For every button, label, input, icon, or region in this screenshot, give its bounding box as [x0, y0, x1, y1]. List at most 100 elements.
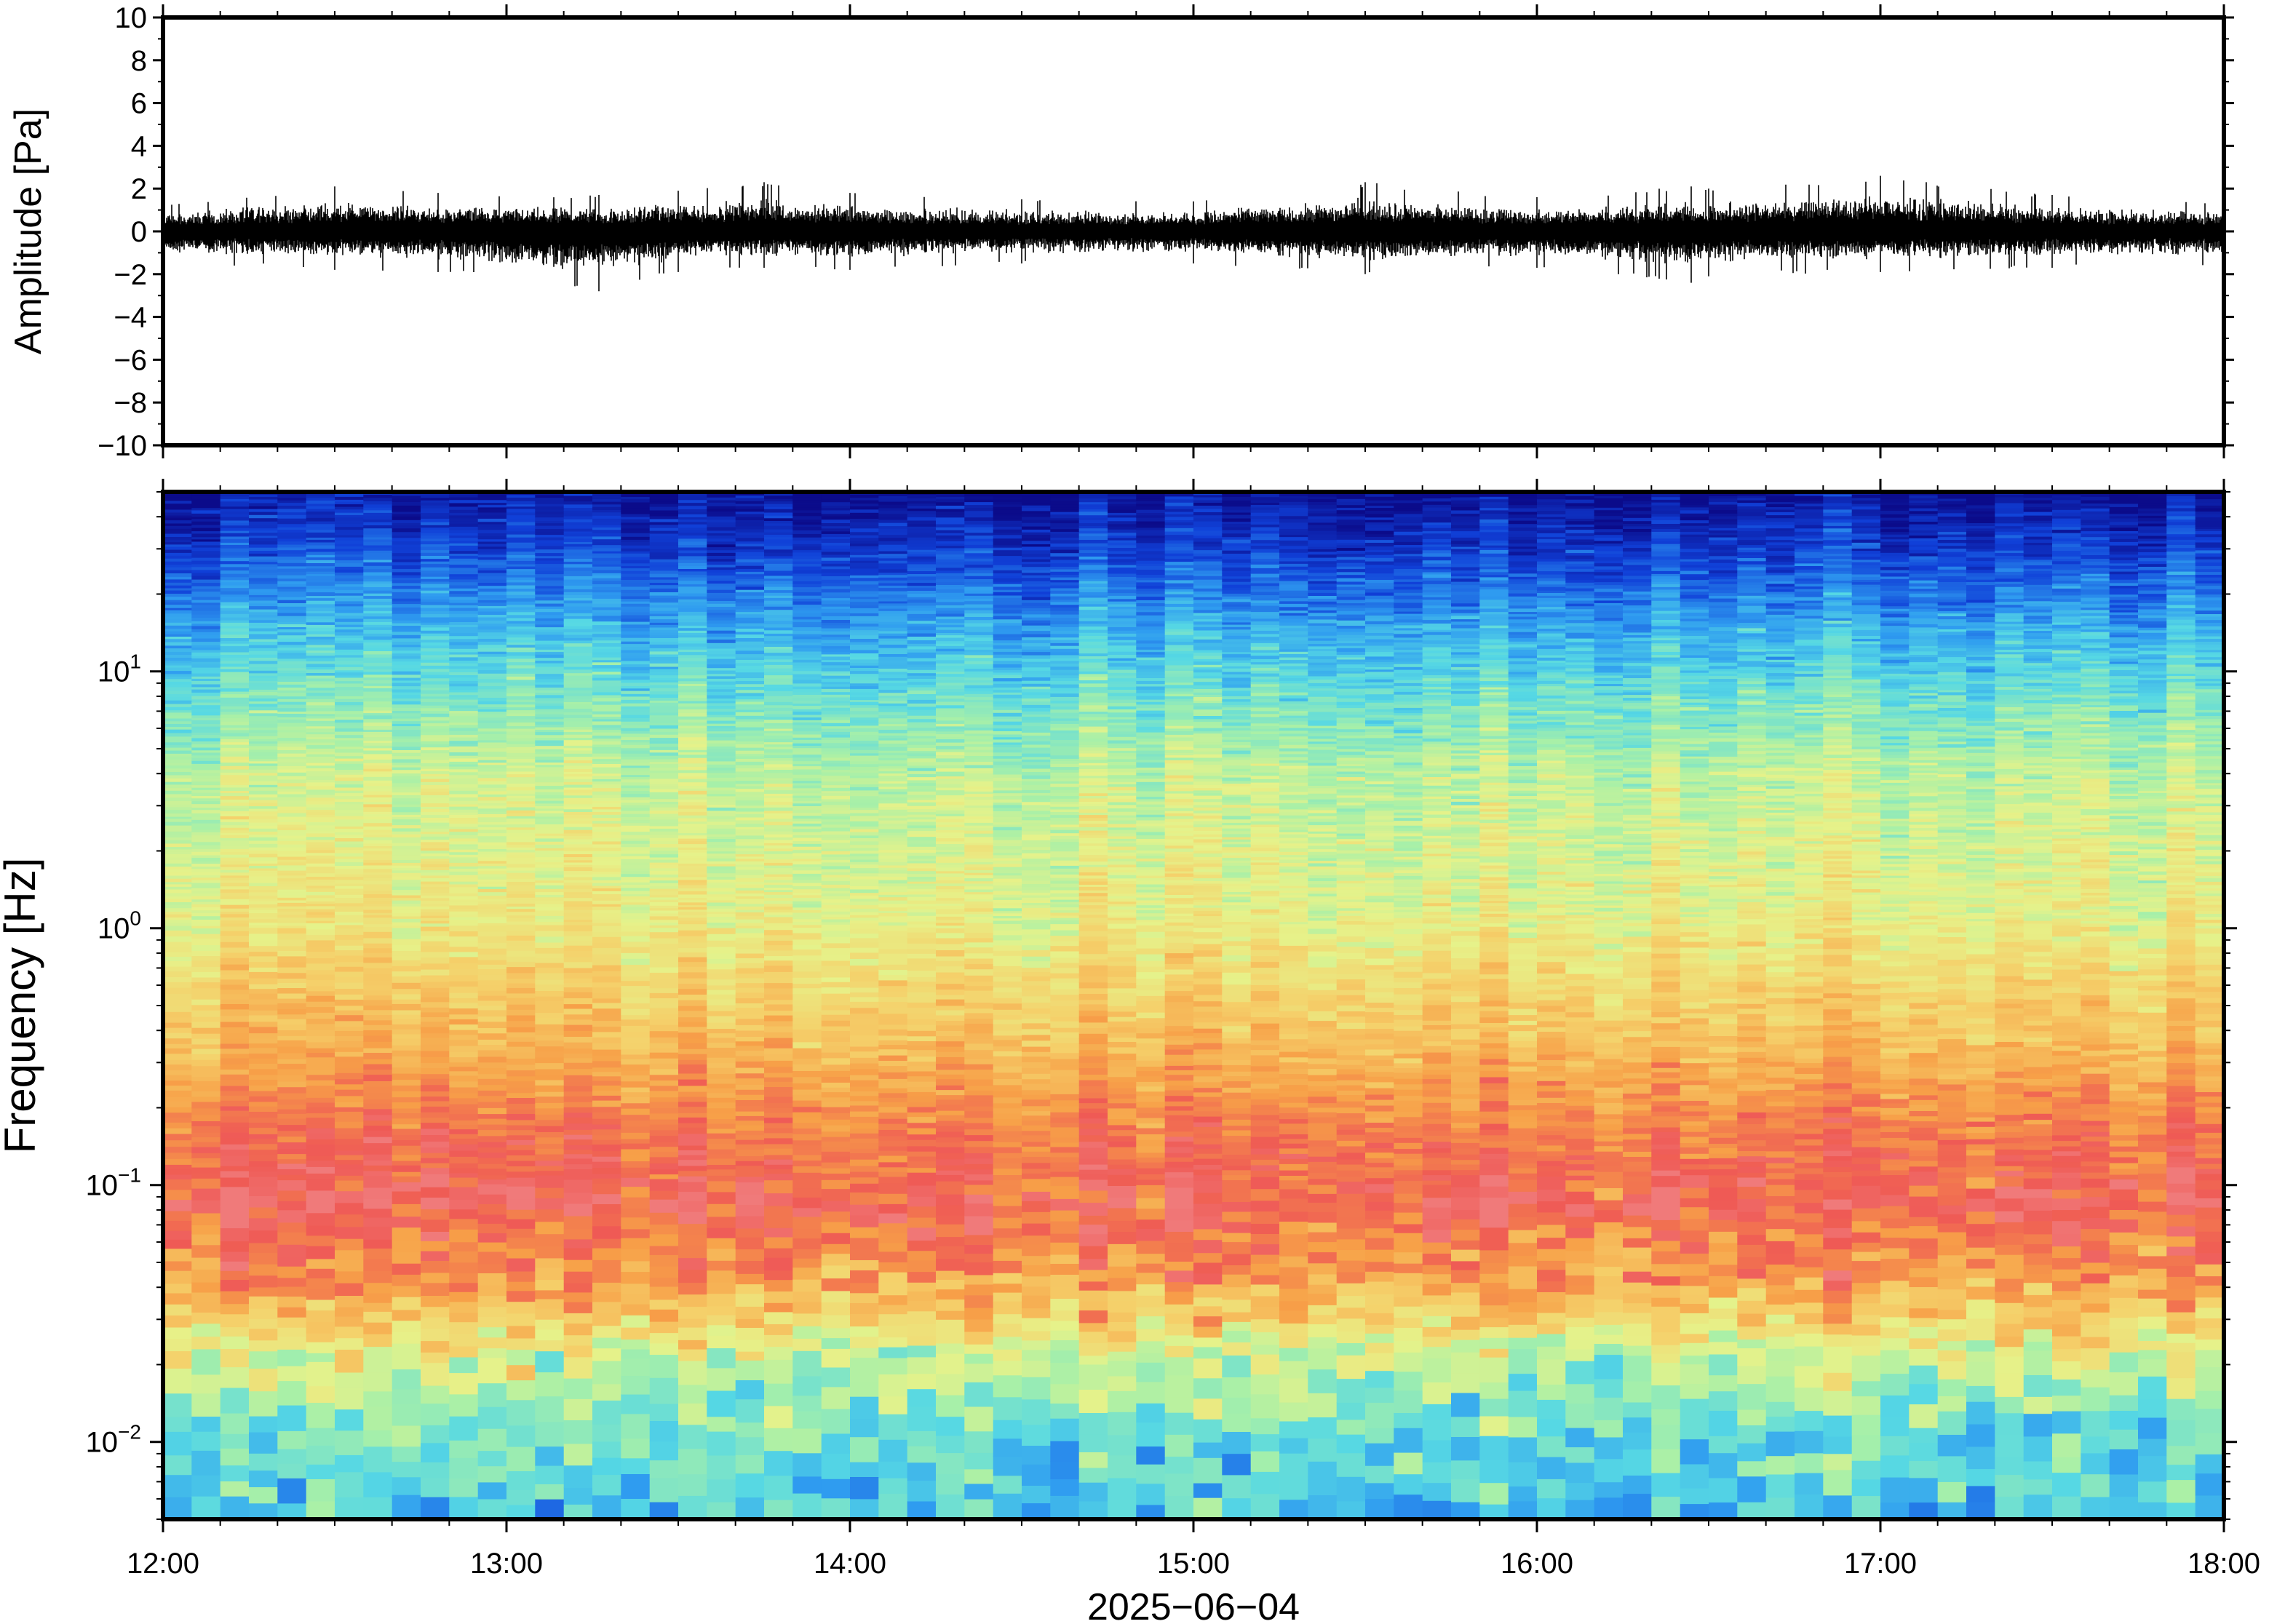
spectrogram-cell — [592, 1400, 622, 1425]
spectrogram-cell — [249, 895, 279, 899]
spectrogram-cell — [449, 1346, 479, 1358]
spectrogram-cell — [191, 1054, 221, 1060]
spectrogram-cell — [191, 752, 221, 756]
spectrogram-cell — [506, 570, 536, 576]
spectrogram-cell — [363, 722, 393, 726]
spectrogram-cell — [477, 1450, 507, 1467]
spectrogram-cell — [392, 733, 421, 737]
spectrogram-cell — [678, 966, 708, 973]
spectrogram-cell — [306, 1006, 335, 1013]
spectrogram-cell — [163, 1179, 193, 1190]
spectrogram-cell — [707, 838, 736, 843]
spectrogram-cell — [449, 800, 479, 805]
spectrogram-cell — [249, 718, 279, 722]
spectrogram-cell — [707, 746, 736, 749]
spectrogram-cell — [163, 1128, 193, 1134]
spectrogram-cell — [477, 803, 507, 806]
spectrogram-cell — [678, 1282, 708, 1295]
spectrogram-cell — [191, 919, 221, 923]
spectrogram-cell — [592, 1090, 622, 1096]
spectrogram-cell — [421, 728, 450, 733]
spectrogram-cell — [220, 792, 250, 797]
spectrogram-cell — [506, 1446, 536, 1471]
spectrogram-cell — [335, 605, 365, 610]
spectrogram-cell — [220, 819, 250, 822]
spectrogram-cell — [335, 634, 365, 638]
spectrogram-cell — [449, 817, 479, 821]
spectrogram-cell — [563, 680, 593, 685]
spectrogram-cell — [592, 767, 622, 771]
spectrogram-cell — [449, 632, 479, 637]
spectrogram-cell — [707, 686, 736, 690]
spectrogram-cell — [306, 657, 335, 661]
spectrogram-cell — [421, 833, 450, 837]
spectrogram-cell — [535, 1160, 565, 1166]
spectrogram-cell — [621, 1228, 651, 1238]
spectrogram-cell — [649, 541, 679, 546]
spectrogram-cell — [678, 1000, 708, 1006]
spectrogram-cell — [363, 550, 393, 553]
spectrogram-cell — [421, 877, 450, 882]
spectrogram-cell — [191, 560, 221, 565]
spectrogram-cell — [191, 861, 221, 864]
spectrogram-cell — [621, 756, 651, 760]
spectrogram-cell — [506, 931, 536, 936]
spectrogram-cell — [735, 794, 765, 797]
spectrogram-cell — [563, 512, 593, 517]
spectrogram-cell — [678, 1022, 708, 1027]
spectrogram-cell — [506, 797, 536, 802]
spectrogram-cell — [277, 497, 307, 501]
waveform-y-tick-label: 2 — [131, 173, 147, 205]
spectrogram-cell — [277, 597, 307, 600]
spectrogram-cell — [535, 953, 565, 958]
spectrogram-cell — [707, 1143, 736, 1150]
spectrogram-cell — [335, 803, 365, 808]
spectrogram-cell — [535, 1246, 565, 1259]
spectrogram-cell — [506, 1470, 536, 1490]
spectrogram-cell — [335, 581, 365, 585]
spectrogram-cell — [506, 818, 536, 822]
spectrogram-cell — [249, 535, 279, 538]
spectrogram-cell — [191, 885, 221, 888]
spectrogram-cell — [306, 595, 335, 599]
spectrogram-cell — [163, 834, 193, 837]
spectrogram-cell — [707, 876, 736, 880]
spectrogram-cell — [335, 760, 365, 764]
spectrogram-cell — [764, 1066, 794, 1073]
spectrogram-cell — [735, 838, 765, 843]
spectrogram-cell — [535, 781, 565, 787]
spectrogram-cell — [506, 950, 536, 957]
spectrogram-cell — [535, 909, 565, 913]
spectrogram-cell — [621, 589, 651, 593]
spectrogram-cell — [220, 984, 250, 990]
spectrogram-cell — [449, 573, 479, 577]
spectrogram-cell — [535, 859, 565, 863]
spectrogram-cell — [163, 917, 193, 920]
spectrogram-cell — [563, 1443, 593, 1466]
spectrogram-cell — [764, 919, 794, 923]
spectrogram-cell — [563, 1048, 593, 1054]
spectrogram-cell — [191, 732, 221, 736]
spectrogram-cell — [707, 642, 736, 647]
spectrogram-cell — [421, 1021, 450, 1027]
spectrogram-cell — [306, 675, 335, 679]
spectrogram-cell — [477, 1233, 507, 1243]
spectrogram-cell — [477, 1273, 507, 1286]
spectrogram-cell — [621, 618, 651, 622]
spectrogram-cell — [477, 533, 507, 537]
spectrogram-cell — [707, 506, 736, 509]
spectrogram-cell — [277, 880, 307, 884]
spectrogram-cell — [277, 678, 307, 682]
spectrogram-cell — [191, 596, 221, 600]
spectrogram-cell — [363, 671, 393, 675]
spectrogram-cell — [764, 624, 794, 628]
spectrogram-cell — [277, 644, 307, 648]
spectrogram-cell — [506, 620, 536, 624]
spectrogram-cell — [191, 607, 221, 611]
spectrogram-cell — [249, 680, 279, 684]
spectrogram-cell — [621, 1238, 651, 1250]
spectrogram-cell — [421, 1174, 450, 1187]
spectrogram-cell — [220, 663, 250, 667]
spectrogram-cell — [306, 1155, 335, 1161]
spectrogram-cell — [392, 1251, 421, 1264]
